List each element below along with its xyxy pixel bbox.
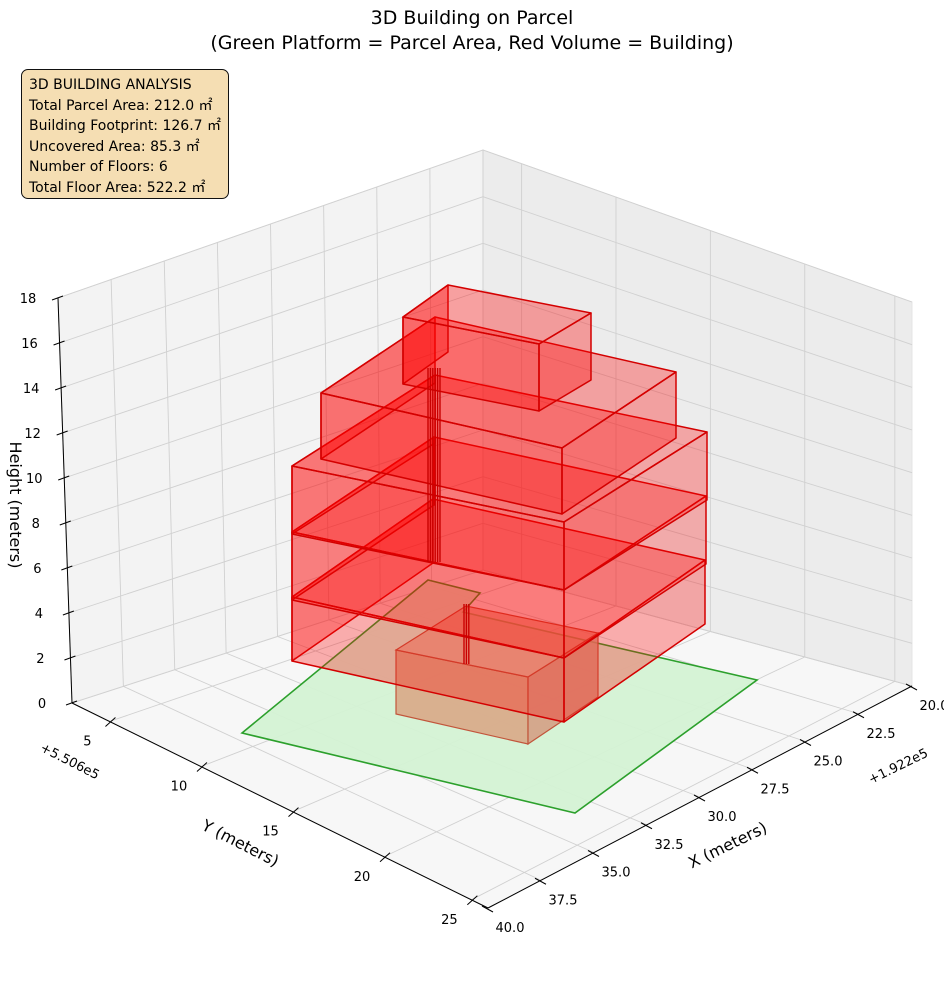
x-tick-label: 27.5 [761,782,790,797]
y-tick-mark [379,852,391,863]
z-tick-mark [59,520,71,526]
z-tick-mark [65,700,78,706]
y-tick-label: 15 [262,825,279,840]
analysis-footprint: Building Footprint: 126.7 ㎡ [29,118,222,134]
x-tick-mark [905,683,918,691]
z-tick-mark [58,475,70,481]
x-tick-label: 22.5 [867,727,896,742]
analysis-floor-area: Total Floor Area: 522.2 ㎡ [29,179,206,196]
x-tick-mark [799,739,812,746]
z-grid-right [482,196,913,346]
z-tick-label: 18 [20,292,37,307]
y-tick-mark [196,762,208,772]
y-axis-label: Y (meters) [198,815,282,870]
y-axis-line [71,702,489,909]
x-grid-wall [270,223,278,637]
x-grid-floor [123,685,542,881]
x-tick-label: 32.5 [655,838,684,853]
z-tick-label: 8 [32,517,40,532]
y-tick-label: 25 [441,913,458,928]
z-tick-mark [64,655,76,661]
x-tick-label: 20.0 [920,699,944,714]
z-axis-line [57,297,73,704]
tick-labels: 0 2 4 6 8 10 12 14 16 18 20.0 22.5 25.0 27.5 30.0 32.5 3… [20,292,944,936]
z-grid-right [482,336,913,474]
chart-title: 3D Building on Parcel (Green Platform = … [0,6,944,56]
x-tick-label: 40.0 [496,921,525,936]
x-grid-wall [323,205,330,620]
x-grid-wall [216,242,227,654]
y-offset-label: +5.506e5 [37,741,101,784]
floor-3-top [291,374,708,523]
z-tick-label: 0 [38,697,46,712]
x-grid-wall [376,186,381,604]
x-tick-label: 30.0 [708,810,737,825]
x-axis-label: X (meters) [685,818,770,872]
x-tick-label: 37.5 [549,893,578,908]
x-tick-label: 25.0 [814,755,843,770]
z-tick-label: 16 [21,337,38,352]
chart-title-line-2: (Green Platform = Parcel Area, Red Volum… [210,32,734,54]
z-tick-label: 6 [33,562,41,577]
z-grid-right [482,476,913,602]
z-tick-label: 4 [35,607,43,622]
z-tick-mark [53,340,65,346]
x-tick-mark [534,877,547,885]
x-tick-mark [693,794,706,802]
z-axis-label: Height (meters) [6,442,25,569]
x-grid-floor [431,586,860,715]
y-tick-label: 5 [83,734,91,749]
x-tick-mark [746,766,759,774]
y-tick-mark [467,895,478,906]
x-grid-wall [110,279,124,687]
z-grid-right [482,382,913,516]
y-grid-floor [471,680,896,901]
floor-5-top [402,284,592,345]
z-tick-label: 2 [36,652,44,667]
x-tick-mark [481,905,494,913]
z-tick-label: 14 [23,382,40,397]
z-tick-mark [56,430,68,436]
x-offset-label: +1.922e5 [866,746,930,788]
z-grid-right [482,242,913,388]
building-layer [291,284,708,746]
chart-title-line-1: 3D Building on Parcel [370,7,574,29]
z-grid-right [482,149,913,303]
floor-4-top [320,316,677,449]
analysis-heading: 3D BUILDING ANALYSIS [29,77,192,93]
z-tick-mark [62,610,75,616]
x-axis-line [487,685,913,909]
x-grid-floor [482,569,913,687]
y-tick-label: 10 [171,780,188,795]
building-analysis-box: 3D BUILDING ANALYSIS Total Parcel Area: … [21,69,229,199]
axis-lines [57,297,913,909]
z-tick-mark [51,295,64,301]
x-tick-mark [852,711,865,719]
x-tick-mark [640,822,653,830]
z-tick-mark [54,385,67,391]
x-tick-label: 35.0 [602,866,631,881]
z-tick-label: 10 [26,472,43,487]
y-tick-mark [105,717,116,727]
floor-1-top [291,498,706,659]
z-grid-right [482,522,913,644]
z-grid-right [482,289,913,431]
z-tick-mark [61,565,73,571]
y-tick-label: 20 [354,870,371,885]
z-tick-label: 12 [24,427,41,442]
y-tick-mark [288,807,299,818]
analysis-floors: Number of Floors: 6 [29,159,168,175]
analysis-uncovered-area: Uncovered Area: 85.3 ㎡ [29,138,200,155]
x-grid-wall [163,260,176,670]
analysis-parcel-area: Total Parcel Area: 212.0 ㎡ [29,97,213,114]
x-tick-mark [587,850,600,857]
annex-top [394,605,600,678]
